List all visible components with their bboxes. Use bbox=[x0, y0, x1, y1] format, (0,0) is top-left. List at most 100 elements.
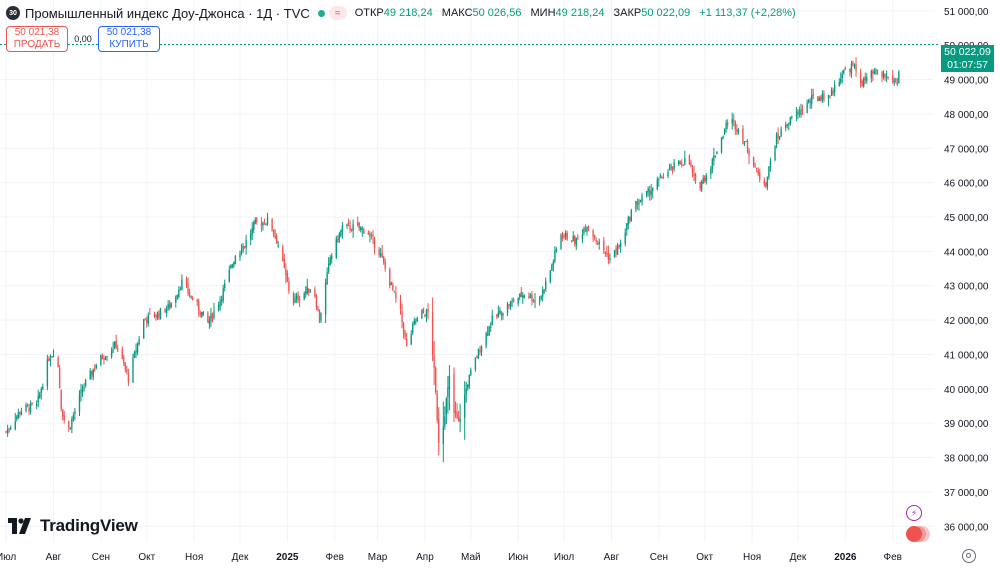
candle-body bbox=[266, 217, 269, 224]
candle-body bbox=[298, 299, 301, 301]
time-tick-label: Дек bbox=[232, 552, 249, 563]
candle-body bbox=[20, 410, 23, 415]
time-tick-label: Сен bbox=[650, 552, 668, 563]
candle-body bbox=[358, 223, 360, 229]
candle-body bbox=[627, 216, 629, 225]
candle-body bbox=[346, 223, 348, 226]
candle-body bbox=[146, 320, 148, 323]
candle-body bbox=[731, 118, 733, 124]
candle-body bbox=[852, 62, 854, 65]
candle-body bbox=[459, 418, 461, 423]
candle-body bbox=[292, 292, 295, 304]
high-value: 50 026,56 bbox=[472, 7, 522, 19]
candle-body bbox=[713, 155, 715, 161]
open-label: ОТКР bbox=[354, 7, 384, 19]
candle-body bbox=[598, 241, 600, 245]
candle-body bbox=[263, 223, 266, 225]
candle-body bbox=[274, 234, 276, 238]
candle-body bbox=[615, 248, 617, 254]
candle-body bbox=[619, 242, 622, 248]
candle-body bbox=[433, 355, 435, 368]
candle-body bbox=[42, 386, 44, 390]
candle-body bbox=[875, 69, 877, 71]
candle-body bbox=[540, 296, 542, 300]
candle-body bbox=[8, 428, 10, 430]
candle-body bbox=[866, 77, 868, 82]
lightning-icon[interactable]: ⚡ bbox=[906, 505, 922, 521]
price-tick-label: 36 000,00 bbox=[944, 522, 989, 533]
candle-body bbox=[778, 136, 781, 140]
candle-body bbox=[832, 91, 834, 94]
candle-body bbox=[231, 264, 234, 268]
candle-body bbox=[315, 295, 318, 307]
candle-body bbox=[895, 78, 897, 82]
candle-body bbox=[670, 165, 672, 169]
candle-body bbox=[165, 309, 168, 314]
candle-body bbox=[818, 98, 821, 101]
buy-button[interactable]: 50 021,38 КУПИТЬ bbox=[98, 26, 160, 52]
candle-body bbox=[213, 310, 215, 318]
candle-body bbox=[811, 95, 813, 104]
candle-body bbox=[763, 180, 766, 185]
candle-body bbox=[250, 234, 252, 240]
candle-body bbox=[434, 367, 437, 393]
candle-body bbox=[350, 228, 353, 231]
candle-body bbox=[512, 299, 515, 302]
candle-body bbox=[496, 314, 498, 316]
candle-body bbox=[392, 284, 394, 291]
candle-body bbox=[294, 298, 296, 303]
candle-body bbox=[25, 404, 27, 411]
candle-body bbox=[528, 296, 530, 298]
candle-body bbox=[561, 233, 564, 239]
gear-icon[interactable] bbox=[962, 549, 976, 563]
candle-body bbox=[309, 289, 312, 291]
symbol-badge[interactable]: 30 bbox=[6, 6, 20, 20]
time-axis: Июл Авг Сен Окт Ноя Дек 2025 Фев Мар Апр Май Июн Июл… bbox=[0, 552, 902, 563]
time-tick-label: Окт bbox=[138, 552, 155, 563]
candle-body bbox=[806, 102, 808, 113]
time-tick-label: Дек bbox=[790, 552, 807, 563]
candle-body bbox=[306, 286, 308, 294]
candle-body bbox=[117, 348, 119, 350]
candle-body bbox=[704, 177, 706, 181]
candle-body bbox=[795, 114, 798, 116]
candle-body bbox=[618, 244, 620, 247]
candle-body bbox=[775, 134, 778, 145]
candle-body bbox=[260, 223, 263, 226]
tradingview-logo[interactable]: TradingView bbox=[8, 516, 138, 536]
data-delay-icon[interactable]: ≈ bbox=[328, 6, 347, 20]
candle-body bbox=[464, 394, 466, 418]
sell-button[interactable]: 50 021,38 ПРОДАТЬ bbox=[6, 26, 68, 52]
candle-body bbox=[422, 308, 425, 314]
candle-body bbox=[583, 228, 585, 234]
candle-body bbox=[850, 63, 853, 74]
candle-body bbox=[635, 201, 637, 210]
candle-body bbox=[453, 374, 455, 413]
symbol-title[interactable]: Промышленный индекс Доу-Джонса · 1Д · TV… bbox=[25, 5, 310, 21]
candle-body bbox=[233, 262, 235, 267]
candle-body bbox=[699, 181, 701, 189]
candle-body bbox=[552, 261, 555, 266]
us-flag-events-icon[interactable] bbox=[906, 526, 922, 542]
candle-body bbox=[379, 254, 382, 256]
buy-price: 50 021,38 bbox=[106, 27, 152, 38]
time-tick-label: Май bbox=[461, 552, 481, 563]
candle-body bbox=[529, 294, 532, 298]
candle-body bbox=[265, 223, 267, 225]
candle-body bbox=[684, 157, 686, 165]
candle-body bbox=[275, 235, 278, 244]
candle-body bbox=[532, 299, 535, 302]
candle-body bbox=[769, 161, 772, 168]
candle-body bbox=[485, 332, 487, 347]
candle-body bbox=[17, 412, 20, 418]
candle-body bbox=[187, 283, 189, 293]
candle-body bbox=[639, 199, 642, 203]
candle-body bbox=[737, 129, 740, 134]
candle-body bbox=[538, 300, 541, 303]
price-tick-label: 51 000,00 bbox=[944, 7, 989, 18]
candle-body bbox=[595, 239, 597, 242]
candle-body bbox=[716, 152, 718, 155]
market-status-dot-icon[interactable] bbox=[317, 9, 325, 17]
candle-body bbox=[876, 69, 879, 74]
